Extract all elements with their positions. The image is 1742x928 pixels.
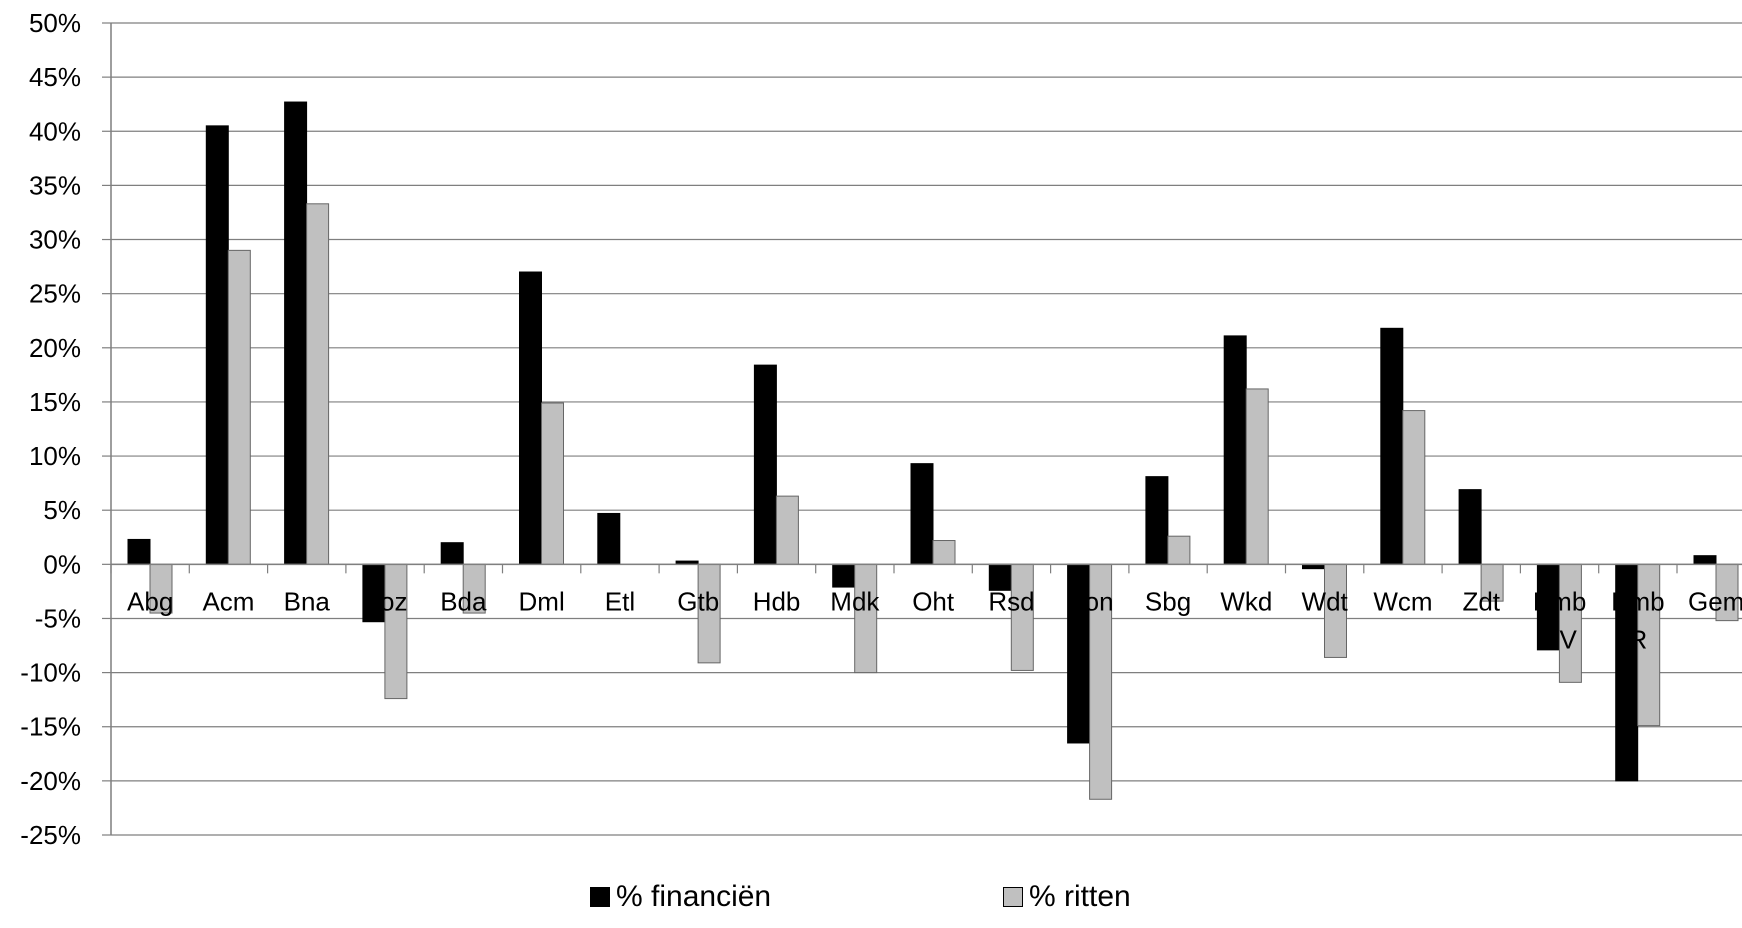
x-tick-label: Rsd bbox=[988, 586, 1034, 616]
bar-financien bbox=[1458, 489, 1482, 565]
bar-financien bbox=[127, 538, 151, 565]
bar-financien bbox=[1223, 335, 1247, 565]
bar-financien bbox=[832, 563, 856, 588]
bar-financien bbox=[910, 463, 934, 565]
bar-financien bbox=[284, 101, 308, 565]
y-tick-label: 30% bbox=[29, 225, 81, 255]
bar-ritten bbox=[1010, 563, 1034, 671]
x-tick-label: Zdt bbox=[1462, 586, 1500, 616]
legend-swatch-financien bbox=[590, 887, 610, 907]
bars bbox=[127, 101, 1739, 800]
x-tick-label: Oht bbox=[912, 586, 955, 616]
y-tick-label: -20% bbox=[20, 766, 81, 796]
legend: % financiën % ritten bbox=[0, 880, 1742, 920]
gridlines bbox=[111, 22, 1742, 836]
bar-ritten bbox=[541, 402, 564, 565]
x-tick-label: Dml bbox=[519, 586, 565, 616]
bar-financien bbox=[205, 125, 229, 565]
x-tick-label: Abg bbox=[127, 586, 173, 616]
bar-financien bbox=[597, 512, 621, 565]
x-tick-label: Boz bbox=[363, 586, 408, 616]
bar-ritten bbox=[1558, 563, 1582, 683]
y-tick-labels: 50% 45% 40% 35% 30% 25% 20% 15% 10% 5% 0% -5% -10% -1… bbox=[20, 8, 81, 850]
y-tick-label: 0% bbox=[43, 549, 81, 579]
y-tick-label: -5% bbox=[35, 603, 81, 633]
bar-ritten bbox=[306, 203, 330, 565]
x-tick-label: Sbg bbox=[1145, 586, 1191, 616]
bar-financien bbox=[440, 542, 464, 565]
bar-financien bbox=[1693, 555, 1717, 565]
x-tick-label: Bna bbox=[284, 586, 331, 616]
bar-financien bbox=[1380, 327, 1404, 565]
bar-ritten bbox=[1402, 410, 1426, 565]
legend-label-ritten: % ritten bbox=[1029, 880, 1131, 913]
x-tick-label: Wdt bbox=[1302, 586, 1349, 616]
legend-item-ritten: % ritten bbox=[1003, 880, 1131, 914]
bar-ritten bbox=[854, 563, 878, 674]
x-tick-label: Gem bbox=[1688, 586, 1742, 616]
y-tick-label: 10% bbox=[29, 441, 81, 471]
x-tick-label: Gtb bbox=[677, 586, 719, 616]
bar-ritten bbox=[1245, 388, 1269, 565]
x-tick-label: Bda bbox=[440, 586, 487, 616]
y-tick-label: 50% bbox=[29, 8, 81, 38]
bar-chart: 50% 45% 40% 35% 30% 25% 20% 15% 10% 5% 0% -5% -10% -1… bbox=[20, 8, 1742, 850]
y-tick-label: -15% bbox=[20, 712, 81, 742]
x-tick-label: Ron bbox=[1066, 586, 1114, 616]
bar-financien bbox=[519, 271, 542, 565]
x-tick-label: Wkd bbox=[1220, 586, 1272, 616]
x-tick-label: Hdb bbox=[753, 586, 801, 616]
y-tick-label: 45% bbox=[29, 62, 81, 92]
y-tick-label: -25% bbox=[20, 820, 81, 850]
x-tick-labels: Abg Acm Bna Boz Bda Dml Etl Gtb Hdb Mdk Oht Rsd Ron S… bbox=[127, 586, 1742, 654]
legend-label-financien: % financiën bbox=[616, 880, 772, 913]
bar-financien bbox=[753, 364, 777, 565]
axes bbox=[102, 22, 1742, 836]
x-tick-label: Acm bbox=[202, 586, 254, 616]
bar-ritten bbox=[775, 495, 799, 565]
legend-item-financien: % financiën bbox=[590, 880, 771, 914]
y-tick-label: 25% bbox=[29, 279, 81, 309]
legend-swatch-ritten bbox=[1003, 887, 1023, 907]
x-tick-label: Etl bbox=[605, 586, 635, 616]
y-tick-label: 40% bbox=[29, 116, 81, 146]
y-tick-label: 15% bbox=[29, 387, 81, 417]
bar-financien bbox=[1145, 476, 1169, 565]
x-tick-label: Emb SV bbox=[1533, 586, 1586, 654]
x-tick-label: Mdk bbox=[830, 586, 880, 616]
x-tick-label: Emb R bbox=[1611, 586, 1664, 654]
x-tick-label: Wcm bbox=[1373, 586, 1432, 616]
y-tick-label: 20% bbox=[29, 333, 81, 363]
bar-ritten bbox=[227, 249, 251, 565]
bar-ritten bbox=[384, 563, 408, 700]
y-tick-label: 35% bbox=[29, 170, 81, 200]
bar-ritten bbox=[932, 540, 956, 565]
y-tick-label: -10% bbox=[20, 658, 81, 688]
y-tick-label: 5% bbox=[43, 495, 81, 525]
bar-ritten bbox=[1167, 535, 1191, 565]
